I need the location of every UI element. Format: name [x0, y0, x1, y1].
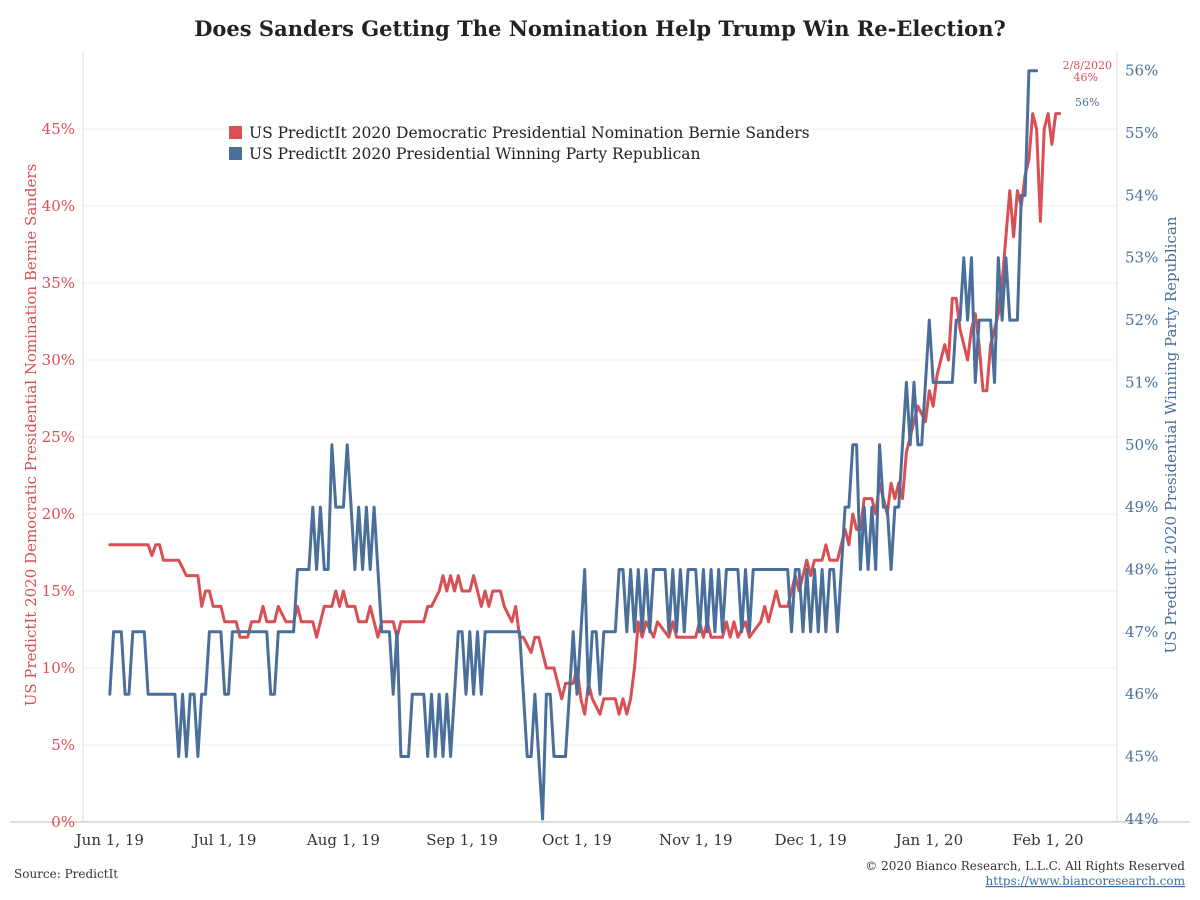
left-tick-label: 15%	[42, 582, 75, 600]
x-tick-label: Feb 1, 20	[1013, 831, 1084, 849]
right-tick-label: 46%	[1125, 685, 1158, 703]
chart-title: Does Sanders Getting The Nomination Help…	[194, 16, 1006, 41]
x-tick-label: Dec 1, 19	[775, 831, 847, 849]
left-tick-label: 5%	[51, 736, 75, 754]
left-tick-label: 20%	[42, 505, 75, 523]
left-tick-label: 30%	[42, 351, 75, 369]
left-tick-label: 45%	[42, 120, 75, 138]
right-tick-label: 44%	[1125, 810, 1158, 828]
legend: US PredictIt 2020 Democratic Presidentia…	[229, 124, 810, 163]
right-axis-title: US PredictIt 2020 Presidential Winning P…	[1162, 216, 1180, 653]
left-tick-label: 35%	[42, 274, 75, 292]
right-tick-label: 50%	[1125, 436, 1158, 454]
right-tick-label: 47%	[1125, 623, 1158, 641]
x-axis-ticks: Jun 1, 19 Jul 1, 19 Aug 1, 19 Sep 1, 19 Oct …	[74, 831, 1084, 849]
right-tick-label: 49%	[1125, 498, 1158, 516]
right-tick-label: 53%	[1125, 249, 1158, 267]
right-tick-label: 56%	[1125, 62, 1158, 80]
right-tick-label: 55%	[1125, 124, 1158, 142]
x-tick-label: Aug 1, 19	[306, 831, 380, 849]
x-tick-label: Jun 1, 19	[74, 831, 144, 849]
x-tick-label: Oct 1, 19	[542, 831, 612, 849]
legend-swatch-sanders	[229, 126, 242, 139]
source-note: Source: PredictIt	[14, 867, 118, 881]
left-tick-label: 25%	[42, 428, 75, 446]
right-axis-ticks: 44% 45% 46% 47% 48% 49% 50% 51% 52% 53% 54% 55% 56%	[1125, 62, 1158, 828]
right-tick-label: 48%	[1125, 560, 1158, 578]
annotation-date: 2/8/2020	[1063, 59, 1112, 72]
website-link[interactable]: https://www.biancoresearch.com	[986, 874, 1186, 888]
legend-label-sanders: US PredictIt 2020 Democratic Presidentia…	[249, 124, 810, 142]
right-tick-label: 52%	[1125, 311, 1158, 329]
series-line-sanders	[108, 112, 1062, 716]
right-tick-label: 45%	[1125, 748, 1158, 766]
left-tick-label: 40%	[42, 197, 75, 215]
x-tick-label: Sep 1, 19	[426, 831, 498, 849]
annotation-republican-last: 56%	[1075, 96, 1099, 109]
annotation-sanders-last: 46%	[1074, 71, 1098, 84]
legend-label-republican: US PredictIt 2020 Presidential Winning P…	[249, 145, 701, 163]
right-tick-label: 54%	[1125, 186, 1158, 204]
left-tick-label: 10%	[42, 659, 75, 677]
x-tick-label: Jan 1, 20	[894, 831, 964, 849]
legend-swatch-republican	[229, 147, 242, 160]
left-axis-ticks: 0% 5% 10% 15% 20% 25% 30% 35% 40% 45%	[42, 120, 75, 831]
left-axis-title: US PredictIt 2020 Democratic Presidentia…	[22, 164, 40, 707]
x-tick-label: Jul 1, 19	[191, 831, 256, 849]
series-lines	[108, 69, 1062, 821]
right-tick-label: 51%	[1125, 373, 1158, 391]
x-tick-label: Nov 1, 19	[659, 831, 733, 849]
gridlines	[83, 128, 1117, 746]
left-tick-label: 0%	[51, 813, 75, 831]
series-line-republican	[108, 69, 1039, 821]
copyright-note: © 2020 Bianco Research, L.L.C. All Right…	[865, 859, 1185, 873]
